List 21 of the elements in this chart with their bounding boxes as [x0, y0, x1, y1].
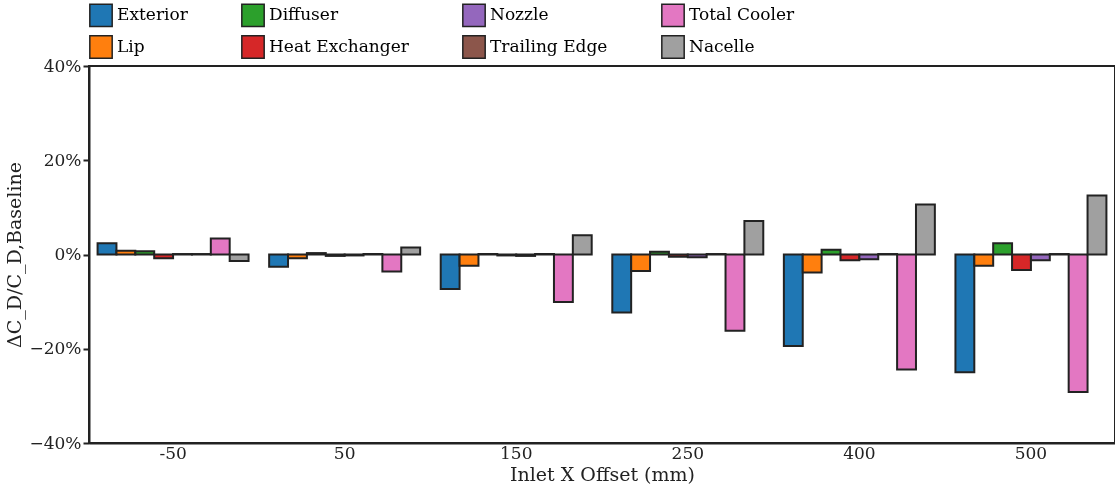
- y-tick-label: 0%: [54, 244, 82, 264]
- legend-label: Diffuser: [269, 4, 339, 25]
- legend-label: Nacelle: [689, 36, 755, 56]
- x-tick-label: -50: [159, 442, 187, 463]
- x-tick-label: 150: [499, 442, 533, 463]
- legend-label: Exterior: [117, 4, 189, 25]
- x-tick-label: 500: [1014, 442, 1048, 463]
- legend-label: Total Cooler: [689, 4, 796, 25]
- y-tick-label: −20%: [29, 338, 82, 359]
- legend-label: Lip: [117, 36, 145, 56]
- y-tick-label: −40%: [29, 432, 82, 453]
- y-tick-label: 20%: [43, 149, 82, 170]
- x-axis-title: Inlet X Offset (mm): [510, 462, 695, 485]
- legend-label: Heat Exchanger: [269, 36, 410, 56]
- x-tick-label: 50: [333, 442, 356, 463]
- x-tick-label: 400: [843, 442, 876, 463]
- legend-label: Nozzle: [490, 4, 549, 25]
- x-tick-label: 250: [671, 442, 705, 463]
- y-axis-title: ΔC_D/C_D,Baseline: [3, 162, 27, 348]
- y-tick-label: 40%: [43, 55, 82, 76]
- legend-label: Trailing Edge: [490, 36, 608, 56]
